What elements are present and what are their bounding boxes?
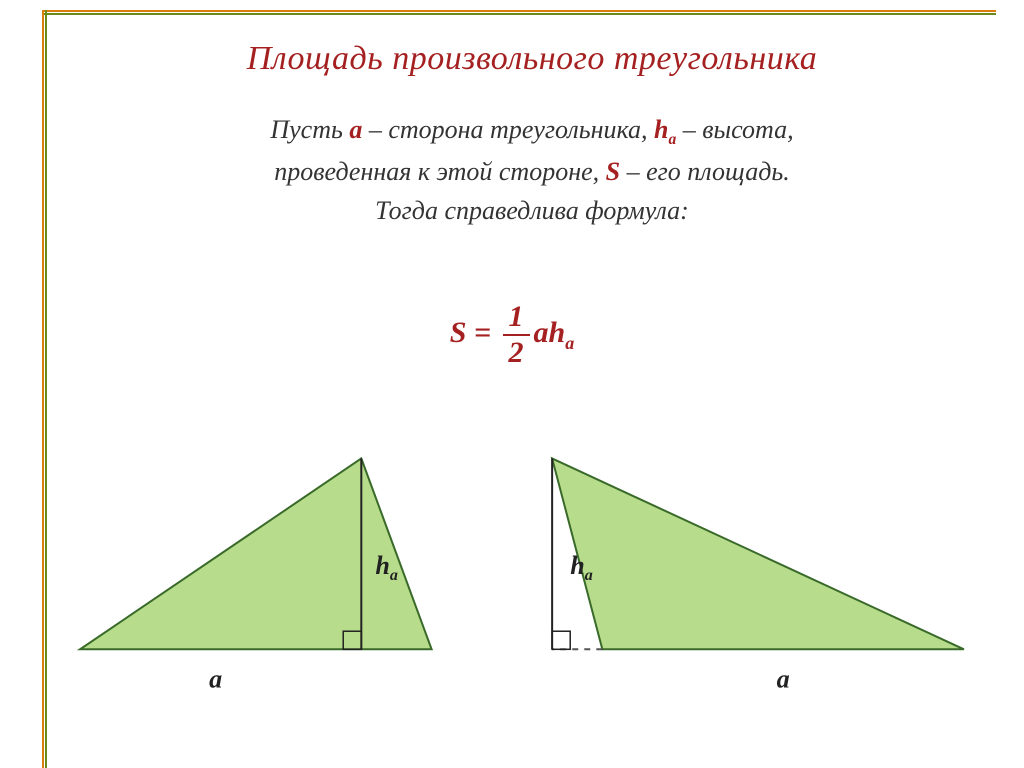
intro-fragment: Пусть bbox=[270, 115, 349, 144]
formula-h-sub: a bbox=[565, 333, 574, 353]
intro-fragment: h bbox=[654, 115, 668, 144]
frame-stripe bbox=[42, 10, 996, 12]
intro-line-1: Пусть a – сторона треугольника, ha – выс… bbox=[80, 110, 984, 152]
page-title: Площадь произвольного треугольника bbox=[247, 40, 818, 77]
frame-left bbox=[42, 10, 46, 768]
frame-stripe bbox=[42, 13, 996, 15]
formula-a: a bbox=[534, 316, 549, 349]
formula-h: h bbox=[549, 316, 566, 349]
right-triangle bbox=[552, 458, 964, 649]
formula: S = 12aha bbox=[0, 300, 1024, 370]
formula-fraction: 12 bbox=[503, 300, 530, 370]
intro-area: Пусть a – сторона треугольника, ha – выс… bbox=[80, 110, 984, 230]
frame-top bbox=[42, 10, 996, 14]
formula-den: 2 bbox=[503, 336, 530, 370]
intro-fragment: S bbox=[606, 157, 620, 186]
figures-area: a ha a ha bbox=[60, 420, 984, 738]
intro-fragment: – его площадь. bbox=[620, 157, 790, 186]
frame-stripe bbox=[42, 10, 44, 768]
triangles-svg: a ha a ha bbox=[60, 420, 984, 738]
intro-line-2: проведенная к этой стороне, S – его площ… bbox=[80, 152, 984, 191]
intro-fragment: a bbox=[349, 115, 362, 144]
intro-fragment: – высота, bbox=[676, 115, 793, 144]
right-right-angle-icon bbox=[552, 631, 570, 649]
formula-num: 1 bbox=[503, 300, 530, 336]
frame-stripe bbox=[45, 10, 47, 768]
intro-fragment: – сторона треугольника, bbox=[362, 115, 654, 144]
intro-line-3: Тогда справедлива формула: bbox=[80, 191, 984, 230]
formula-lhs: S bbox=[450, 316, 467, 349]
formula-eq: = bbox=[466, 316, 498, 349]
left-label-a: a bbox=[209, 664, 222, 693]
title-area: Площадь произвольного треугольника bbox=[80, 40, 984, 78]
intro-fragment: проведенная к этой стороне, bbox=[274, 157, 605, 186]
right-label-a: a bbox=[777, 664, 790, 693]
